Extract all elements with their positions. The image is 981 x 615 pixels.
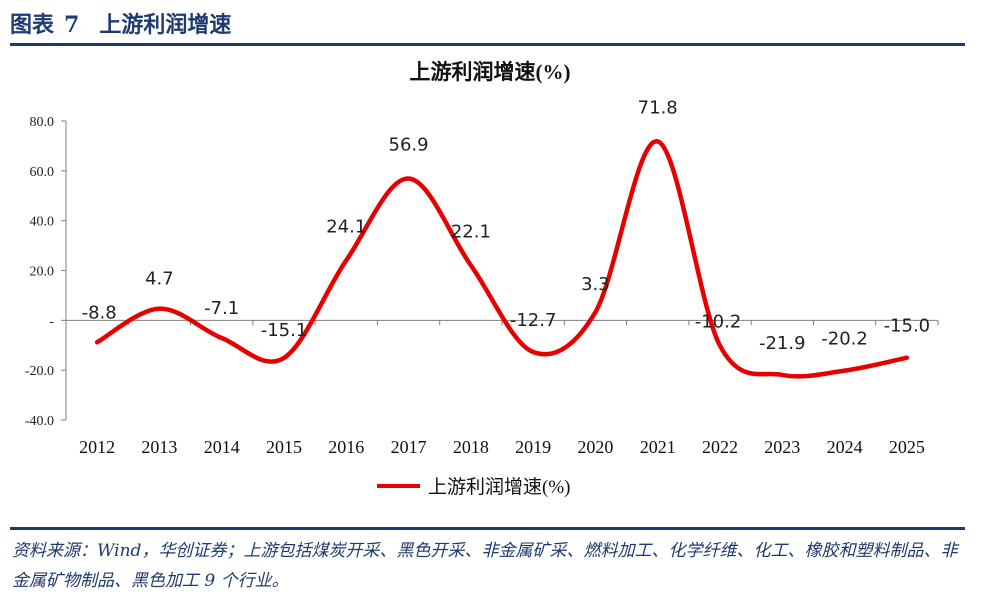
y-tick-label: 60.0 bbox=[30, 165, 55, 180]
data-point bbox=[469, 263, 473, 267]
data-label: 4.7 bbox=[145, 269, 174, 290]
data-point bbox=[531, 350, 535, 354]
data-label: 3.3 bbox=[581, 274, 610, 295]
series-layer bbox=[94, 139, 910, 379]
data-point bbox=[407, 177, 411, 181]
source-note: 资料来源：Wind，华创证券；上游包括煤炭开采、黑色开采、非金属矿采、燃料加工、… bbox=[12, 541, 958, 591]
figure-header: 图表 7 上游利润增速 bbox=[10, 8, 231, 42]
figure-number: 7 bbox=[64, 12, 80, 38]
x-tick-label: 2020 bbox=[577, 437, 613, 457]
data-point bbox=[282, 356, 286, 360]
x-tick-label: 2012 bbox=[79, 437, 115, 457]
data-point bbox=[157, 307, 161, 311]
data-label: -10.2 bbox=[695, 312, 742, 333]
x-tick-label: 2013 bbox=[141, 437, 177, 457]
x-tick-label: 2019 bbox=[515, 437, 551, 457]
data-label: -15.0 bbox=[884, 316, 931, 337]
data-point bbox=[220, 336, 224, 340]
figure-label: 图表 bbox=[10, 12, 55, 38]
data-point bbox=[905, 356, 909, 360]
data-label: 56.9 bbox=[389, 135, 429, 156]
data-point bbox=[718, 344, 722, 348]
data-point bbox=[344, 258, 348, 262]
chart-title: 上游利润增速(%) bbox=[410, 60, 571, 84]
y-tick-label: 40.0 bbox=[30, 215, 55, 230]
footer-rule bbox=[10, 527, 965, 530]
data-point bbox=[843, 369, 847, 373]
x-tick-label: 2015 bbox=[266, 437, 302, 457]
y-tick-label: - bbox=[49, 314, 54, 329]
x-tick-label: 2016 bbox=[328, 437, 364, 457]
legend-label: 上游利润增速(%) bbox=[428, 476, 570, 498]
data-point bbox=[593, 310, 597, 314]
series-line bbox=[94, 139, 910, 379]
y-tick-label: 80.0 bbox=[30, 115, 55, 130]
x-tick-label: 2014 bbox=[204, 437, 240, 457]
data-label: -7.1 bbox=[204, 298, 239, 319]
data-labels: -8.8 4.7 -7.1 -15.1 24.1 56.9 22.1 -12.7 3.3 71.8… bbox=[82, 97, 931, 353]
axes: 80.0 60.0 40.0 20.0 - -20.0 -40.0 2012 2013 2014 2… bbox=[25, 115, 939, 457]
y-tick-label: 20.0 bbox=[30, 265, 55, 280]
header-rule bbox=[10, 43, 965, 46]
x-tick-label: 2022 bbox=[702, 437, 738, 457]
y-tick-label: -40.0 bbox=[25, 414, 54, 429]
data-label: -12.7 bbox=[510, 310, 557, 331]
data-point bbox=[656, 139, 660, 143]
x-tick-label: 2025 bbox=[889, 437, 925, 457]
line-chart: 上游利润增速(%) 80.0 60.0 40.0 20.0 - -20.0 -40.0 201… bbox=[25, 60, 939, 498]
figure-title: 上游利润增速 bbox=[99, 12, 232, 38]
x-tick-label: 2018 bbox=[453, 437, 489, 457]
x-tick-label: 2021 bbox=[640, 437, 676, 457]
data-label: -21.9 bbox=[759, 333, 806, 354]
legend: 上游利润增速(%) bbox=[377, 476, 570, 498]
data-label: 71.8 bbox=[638, 97, 678, 118]
x-tick-label: 2024 bbox=[827, 437, 863, 457]
x-tick-label: 2023 bbox=[764, 437, 800, 457]
data-label: -8.8 bbox=[82, 302, 117, 323]
data-label: 22.1 bbox=[451, 221, 491, 242]
data-label: 24.1 bbox=[326, 216, 366, 237]
data-label: -15.1 bbox=[261, 320, 308, 341]
x-tick-label: 2017 bbox=[391, 437, 427, 457]
data-point bbox=[95, 340, 99, 344]
y-tick-label: -20.0 bbox=[25, 364, 54, 379]
data-point bbox=[780, 373, 784, 377]
data-label: -20.2 bbox=[821, 329, 868, 350]
